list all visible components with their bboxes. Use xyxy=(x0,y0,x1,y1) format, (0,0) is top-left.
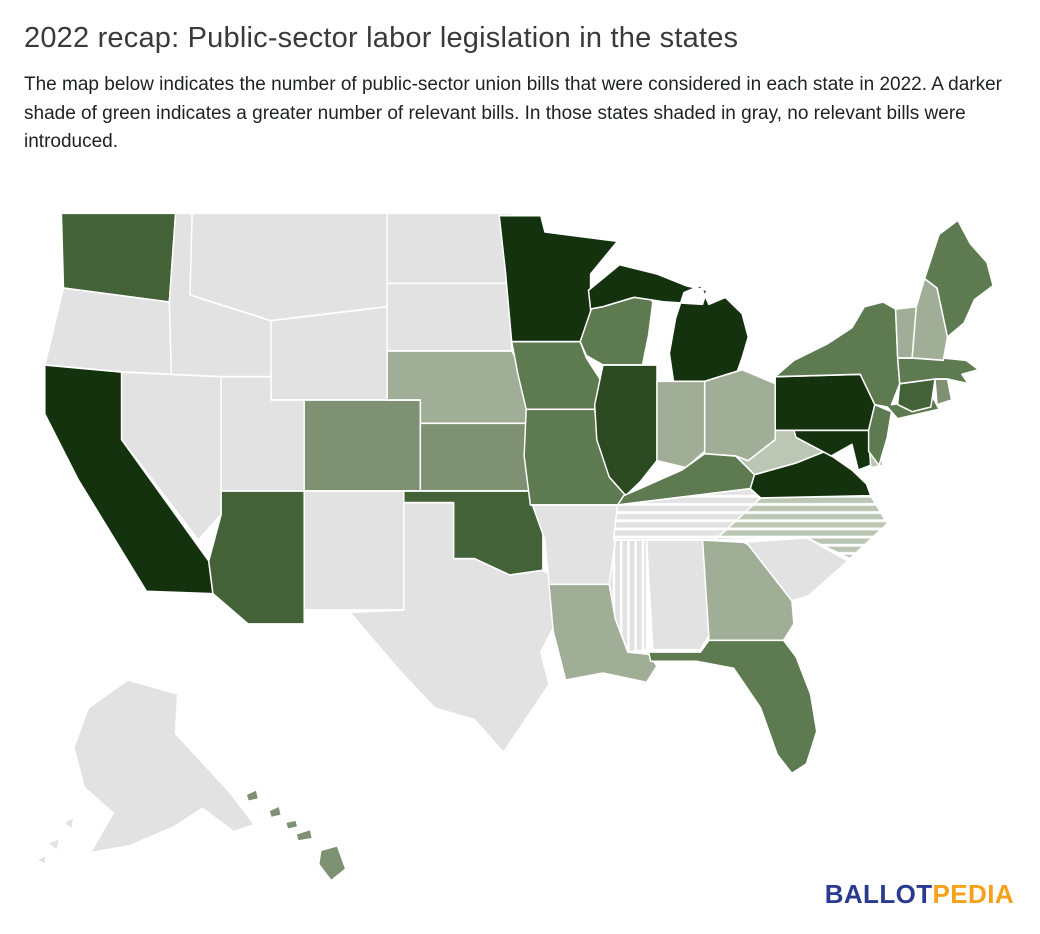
ballotpedia-logo: BALLOTPEDIA xyxy=(825,879,1014,910)
state-nm xyxy=(303,490,405,611)
state-me xyxy=(923,219,994,338)
state-in xyxy=(656,380,706,469)
page-title: 2022 recap: Public-sector labor legislat… xyxy=(24,22,739,54)
state-hi xyxy=(245,788,347,882)
state-or xyxy=(44,287,173,376)
state-ri xyxy=(934,378,953,406)
state-co xyxy=(303,399,422,492)
state-mi xyxy=(587,263,749,383)
state-wy xyxy=(270,305,388,401)
us-map-svg xyxy=(35,212,994,882)
state-al xyxy=(645,539,710,651)
state-mt xyxy=(189,212,388,322)
state-sd xyxy=(386,282,513,352)
us-choropleth-map xyxy=(22,190,1018,890)
state-nd xyxy=(386,212,513,285)
state-pa xyxy=(774,373,876,432)
state-ak xyxy=(35,679,256,866)
state-nj xyxy=(867,403,893,467)
logo-pedia-text: PEDIA xyxy=(932,879,1014,909)
state-wa xyxy=(60,212,177,303)
state-ny xyxy=(774,301,940,420)
state-az xyxy=(208,490,305,625)
state-ma xyxy=(896,357,980,385)
state-tx xyxy=(349,501,557,754)
logo-ballot-text: BALLOT xyxy=(824,879,933,909)
state-fl xyxy=(647,639,818,775)
page-description: The map below indicates the number of pu… xyxy=(24,74,1003,152)
